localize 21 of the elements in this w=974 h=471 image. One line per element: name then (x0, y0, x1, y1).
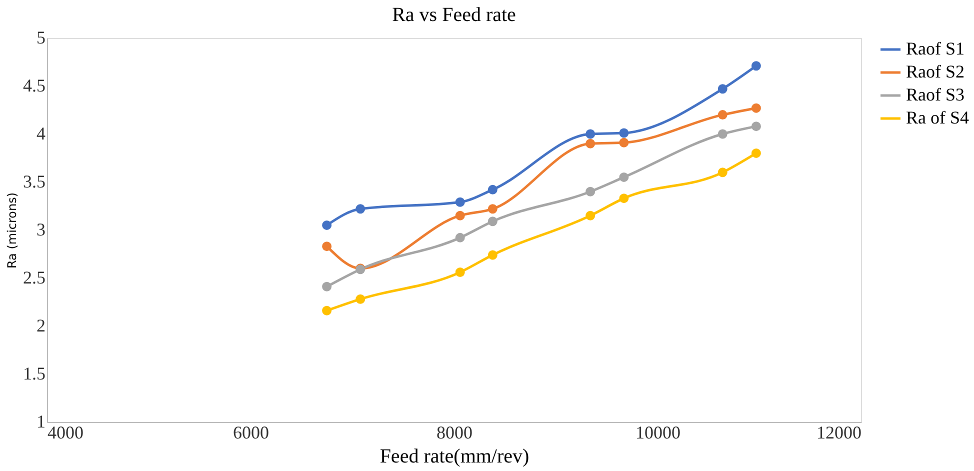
x-tick-label: 12000 (816, 422, 862, 442)
legend-label: Ra of S4 (906, 108, 969, 128)
x-tick-label: 4000 (48, 422, 84, 442)
legend-label: Raof S3 (906, 84, 964, 104)
y-tick-label: 3 (36, 220, 46, 240)
x-tick-label: 6000 (233, 422, 269, 442)
x-tick-label: 10000 (636, 422, 680, 442)
y-tick-label: 4.5 (23, 76, 46, 96)
y-tick-label: 2.5 (23, 268, 46, 288)
chart-title: Ra vs Feed rate (392, 4, 516, 26)
y-tick-label: 1 (36, 412, 46, 432)
x-axis-title: Feed rate(mm/rev) (380, 446, 530, 468)
y-tick-label: 1.5 (23, 364, 46, 384)
legend-label: Raof S2 (906, 62, 964, 82)
y-tick-label: 2 (36, 316, 46, 336)
x-tick-label: 8000 (436, 422, 472, 442)
y-axis-title: Ra (microns) (5, 192, 19, 269)
legend-label: Raof S1 (906, 38, 964, 58)
y-tick-label: 5 (36, 28, 46, 48)
y-tick-label: 4 (36, 124, 46, 144)
y-tick-label: 3.5 (23, 172, 46, 192)
